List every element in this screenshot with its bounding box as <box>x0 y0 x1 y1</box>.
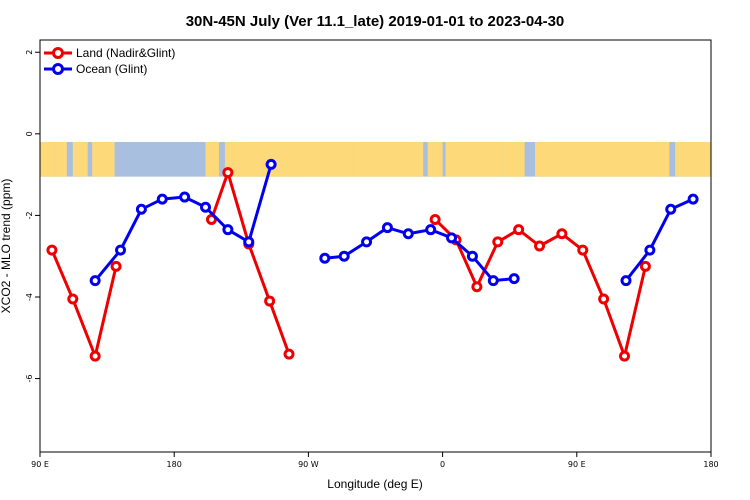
data-point-land <box>67 293 79 305</box>
data-point-ocean <box>179 191 191 203</box>
map-land <box>205 141 219 177</box>
data-point-land <box>283 348 295 360</box>
x-tick-label: 90 E <box>31 460 49 469</box>
y-tick-label: -6 <box>25 375 34 383</box>
data-point-ocean <box>402 228 414 240</box>
x-axis: 90 E 180 90 W 0 90 E 180 <box>31 452 719 469</box>
data-point-ocean <box>338 250 350 262</box>
map-land <box>427 141 443 177</box>
data-point-ocean <box>222 224 234 236</box>
y-axis: 2 0 -2 -4 -6 <box>25 50 40 383</box>
data-point-land <box>513 224 525 236</box>
map-land <box>502 141 525 177</box>
data-point-ocean <box>361 236 373 248</box>
map-land <box>445 141 503 177</box>
data-point-ocean <box>200 201 212 213</box>
series-layer <box>46 158 699 362</box>
data-point-ocean <box>687 193 699 205</box>
legend-label-land: Land (Nadir&Glint) <box>76 46 175 60</box>
data-point-land <box>556 228 568 240</box>
data-point-ocean <box>508 273 520 285</box>
data-point-land <box>598 293 610 305</box>
map-land <box>675 141 711 177</box>
map-land <box>54 141 67 177</box>
data-point-ocean <box>620 275 632 287</box>
x-tick-label: 0 <box>440 460 445 469</box>
plot-frame <box>39 39 712 453</box>
x-tick-label: 180 <box>167 460 182 469</box>
series-line-ocean <box>324 226 515 283</box>
data-point-land <box>89 350 101 362</box>
y-tick-label: 0 <box>25 131 34 136</box>
data-point-land <box>46 244 58 256</box>
world-map-band <box>40 141 711 177</box>
series-line-land <box>434 218 647 358</box>
data-point-ocean <box>381 222 393 234</box>
data-point-ocean <box>89 275 101 287</box>
legend: Land (Nadir&Glint) Ocean (Glint) <box>44 46 175 76</box>
data-point-land <box>205 213 217 225</box>
y-axis-label: XCO2 - MLO trend (ppm) <box>0 179 13 314</box>
data-point-ocean <box>665 203 677 215</box>
data-point-land <box>639 260 651 272</box>
data-point-ocean <box>156 193 168 205</box>
data-point-land <box>264 295 276 307</box>
map-land <box>72 141 88 177</box>
data-point-ocean <box>243 236 255 248</box>
data-point-ocean <box>446 232 458 244</box>
data-point-land <box>534 240 546 252</box>
series-line-ocean <box>624 197 694 282</box>
legend-marker-ocean <box>52 63 64 75</box>
map-land <box>353 141 424 177</box>
map-land <box>92 141 115 177</box>
data-point-land <box>492 236 504 248</box>
data-point-ocean <box>135 203 147 215</box>
data-point-ocean <box>425 224 437 236</box>
data-point-ocean <box>487 275 499 287</box>
data-point-land <box>619 350 631 362</box>
series-land <box>46 167 651 362</box>
series-line-land <box>50 249 118 358</box>
data-point-land <box>577 244 589 256</box>
y-tick-label: 2 <box>25 50 34 55</box>
data-point-ocean <box>319 252 331 264</box>
x-tick-label: 180 <box>703 460 718 469</box>
data-point-land <box>222 167 234 179</box>
chart-title: 30N-45N July (Ver 11.1_late) 2019-01-01 … <box>186 13 565 30</box>
map-land <box>296 141 354 177</box>
series-line-land <box>210 171 291 355</box>
data-point-land <box>110 260 122 272</box>
data-point-ocean <box>115 244 127 256</box>
map-land <box>224 141 297 177</box>
map-land <box>535 141 670 177</box>
data-point-ocean <box>265 158 277 170</box>
legend-label-ocean: Ocean (Glint) <box>76 62 147 76</box>
series-ocean <box>89 158 699 287</box>
data-point-land <box>471 281 483 293</box>
y-tick-label: -4 <box>25 293 34 301</box>
data-point-land <box>429 213 441 225</box>
legend-marker-land <box>52 47 64 59</box>
map-land <box>40 141 55 177</box>
data-point-ocean <box>466 250 478 262</box>
x-axis-label: Longitude (deg E) <box>327 477 422 491</box>
series-line-ocean <box>94 163 273 282</box>
y-tick-label: -2 <box>25 211 34 219</box>
x-tick-label: 90 W <box>298 460 319 469</box>
data-point-ocean <box>644 244 656 256</box>
x-tick-label: 90 E <box>568 460 586 469</box>
